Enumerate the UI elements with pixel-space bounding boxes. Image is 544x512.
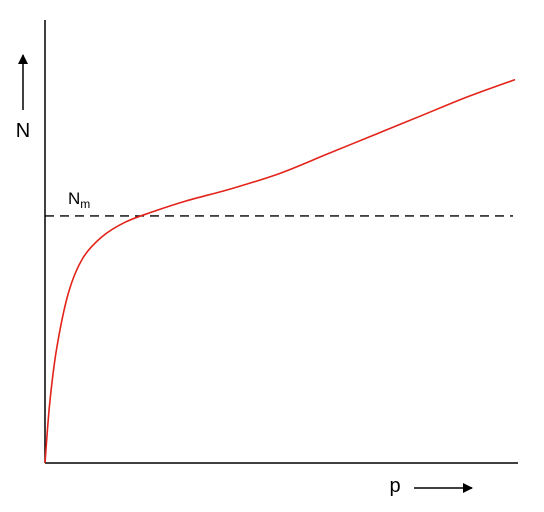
reference-label-main: N <box>68 189 80 208</box>
x-axis-label: p <box>389 475 400 497</box>
series-line <box>44 78 516 464</box>
reference-line-label: Nm <box>68 189 90 211</box>
y-axis-label: N <box>16 120 30 142</box>
reference-label-sub: m <box>80 197 90 211</box>
